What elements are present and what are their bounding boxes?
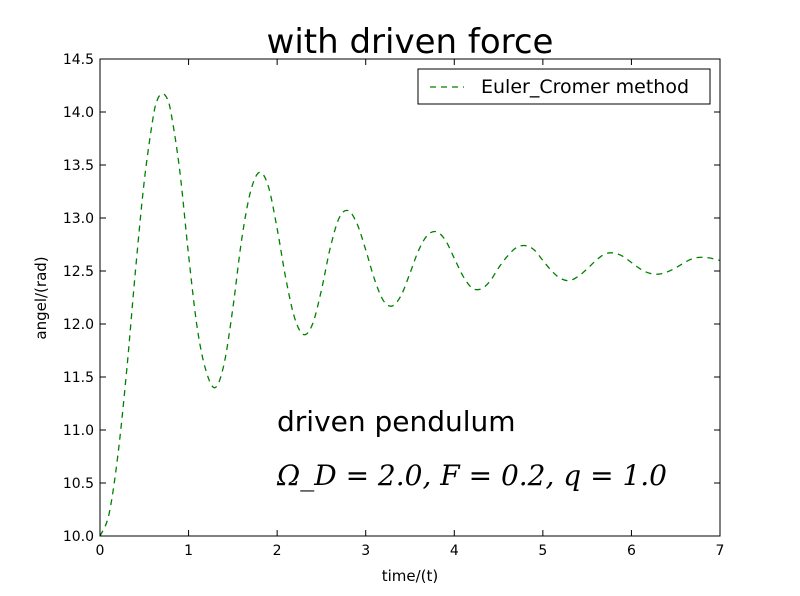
series-layer xyxy=(99,93,721,537)
x-tick-label: 7 xyxy=(716,543,725,559)
y-tick-label: 14.0 xyxy=(63,105,94,121)
x-tick-label: 3 xyxy=(361,543,370,559)
x-tick-label: 6 xyxy=(627,543,636,559)
legend: Euler_Cromer method xyxy=(417,68,711,105)
x-tick-label: 2 xyxy=(273,543,282,559)
y-tick-label: 13.5 xyxy=(63,158,94,174)
x-axis-label: time/(t) xyxy=(382,567,439,585)
x-axis: 0 1 2 3 4 5 6 7 xyxy=(96,59,725,559)
annotation-parameters: Ω_D = 2.0, F = 0.2, q = 1.0 xyxy=(276,459,667,492)
y-tick-label: 10.5 xyxy=(63,476,94,492)
x-tick-label: 0 xyxy=(96,543,105,559)
y-tick-label: 11.5 xyxy=(63,370,94,386)
y-tick-label: 10.0 xyxy=(63,529,94,545)
y-tick-label: 12.5 xyxy=(63,264,94,280)
legend-label-euler-cromer: Euler_Cromer method xyxy=(481,76,689,98)
plot-background xyxy=(100,59,720,536)
x-tick-label: 4 xyxy=(450,543,459,559)
y-tick-label: 11.0 xyxy=(63,423,94,439)
x-tick-label: 1 xyxy=(184,543,193,559)
legend-box xyxy=(417,68,711,105)
annotation-driven-pendulum: driven pendulum xyxy=(277,405,516,438)
y-axis-label: angel/(rad) xyxy=(32,256,50,339)
plot-area xyxy=(99,58,721,537)
y-tick-label: 12.0 xyxy=(63,317,94,333)
x-tick-label: 5 xyxy=(538,543,547,559)
y-tick-label: 14.5 xyxy=(63,52,94,68)
y-axis: 10.0 10.5 11.0 11.5 12.0 12.5 13.0 13.5 14.0 14.5 xyxy=(63,52,720,545)
series-line-euler-cromer xyxy=(99,93,721,537)
plot-frame xyxy=(99,58,721,537)
chart-title: with driven force xyxy=(267,22,554,62)
y-tick-label: 13.0 xyxy=(63,211,94,227)
